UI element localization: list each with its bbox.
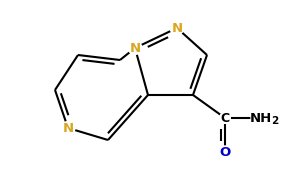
Text: O: O — [219, 146, 231, 159]
Ellipse shape — [170, 22, 184, 34]
Ellipse shape — [219, 146, 231, 158]
Ellipse shape — [128, 42, 142, 54]
Ellipse shape — [61, 122, 75, 134]
Ellipse shape — [220, 113, 230, 123]
Text: 2: 2 — [271, 116, 279, 126]
Text: N: N — [172, 22, 183, 35]
Text: C: C — [220, 112, 229, 125]
Text: NH: NH — [250, 112, 272, 125]
Text: N: N — [129, 42, 141, 54]
Text: N: N — [62, 122, 74, 135]
Ellipse shape — [251, 112, 279, 124]
